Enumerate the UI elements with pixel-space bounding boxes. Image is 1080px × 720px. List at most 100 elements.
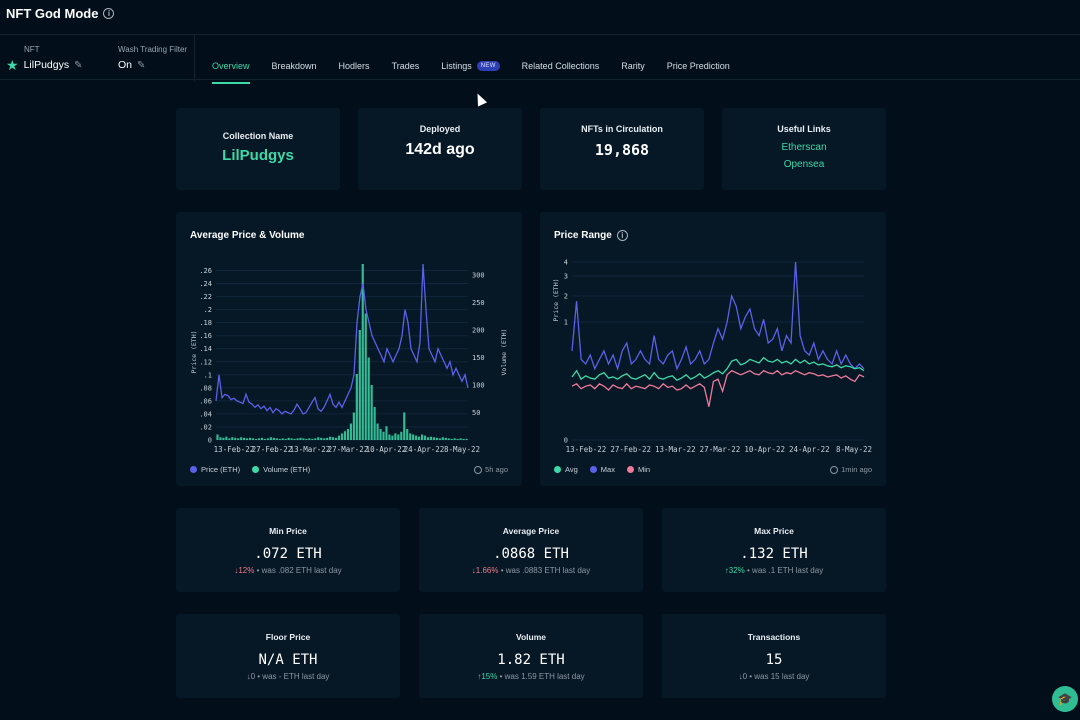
volume-bar: [343, 431, 347, 440]
y-tick-label: 0: [208, 437, 212, 445]
y2-tick-label: 150: [472, 354, 485, 362]
wash-filter-selector[interactable]: Wash Trading Filter On ✎: [118, 45, 187, 71]
volume-bar: [251, 438, 255, 440]
metric-value: 15: [765, 652, 783, 668]
volume-bar: [352, 412, 355, 440]
updated-text: 5h ago: [485, 465, 508, 474]
change-was: • was .1 ETH last day: [747, 566, 824, 575]
legend-min[interactable]: Min: [626, 465, 650, 474]
pencil-icon[interactable]: ✎: [137, 59, 146, 71]
change-percent: ↓12%: [234, 566, 255, 575]
volume-bar: [420, 434, 424, 440]
legend-volume[interactable]: Volume (ETH): [252, 465, 310, 474]
legend-label: Avg: [565, 465, 578, 474]
top-bar: NFT God Mode i: [0, 0, 1080, 30]
volume-bar: [376, 423, 379, 440]
legend-avg[interactable]: Avg: [554, 465, 578, 474]
price-range-chart: 0 1 2 3 4 Price (ETH) 13-Feb-22 27-Feb-22 13-Mar…: [552, 259, 872, 455]
price-line: [215, 263, 469, 415]
x-tick-label: 27-Feb-22: [610, 445, 651, 454]
volume-bar: [358, 330, 361, 440]
metric-card-max-price: Max Price .132 ETH ↑32% • was .1 ETH las…: [662, 508, 886, 592]
price-range-card: Price Range i 0 1 2 3 4 Price (ETH) 13-Feb-22 27…: [540, 212, 886, 486]
metric-value: .132 ETH: [740, 546, 808, 562]
volume-bar: [412, 434, 415, 440]
y2-tick-label: 50: [472, 409, 480, 417]
volume-bar: [429, 436, 433, 440]
volume-bar: [465, 438, 468, 440]
volume-bar: [290, 438, 293, 440]
legend-max[interactable]: Max: [589, 465, 615, 474]
y-tick-label: .22: [199, 293, 212, 301]
legend-dot: [589, 466, 597, 473]
volume-bar: [441, 437, 444, 440]
volume-bar: [263, 438, 266, 440]
info-icon[interactable]: i: [103, 8, 115, 19]
circulation-label: NFTs in Circulation: [581, 124, 663, 134]
updated-text: 1min ago: [841, 465, 872, 474]
wash-filter-value-row[interactable]: On ✎: [118, 59, 187, 71]
tab-related-collections[interactable]: Related Collections: [522, 61, 600, 77]
x-tick-label: 8-May-22: [836, 445, 872, 454]
metric-card-volume: Volume 1.82 ETH ↑15% • was 1.59 ETH last…: [419, 614, 643, 698]
nft-selector[interactable]: NFT ★ LilPudgys ✎: [6, 45, 83, 73]
star-icon: ★: [6, 57, 19, 73]
volume-bar: [373, 407, 376, 440]
tab-label: Listings: [441, 61, 472, 71]
graduation-cap-icon[interactable]: 🎓: [1052, 686, 1078, 712]
useful-links-label: Useful Links: [777, 124, 831, 134]
volume-bar: [397, 434, 400, 440]
volume-bar: [444, 437, 447, 440]
metric-card-floor-price: Floor Price N/A ETH ↓0 • was - ETH last …: [176, 614, 400, 698]
metric-card-transactions: Transactions 15 ↓0 • was 15 last day: [662, 614, 886, 698]
tab-hodlers[interactable]: Hodlers: [339, 61, 370, 77]
etherscan-link[interactable]: Etherscan: [781, 142, 827, 153]
info-icon[interactable]: i: [616, 230, 628, 241]
metric-card-average-price: Average Price .0868 ETH ↓1.66% • was .08…: [419, 508, 643, 592]
x-tick-label: 10-Apr-22: [366, 445, 407, 454]
pencil-icon[interactable]: ✎: [74, 59, 83, 71]
volume-bar: [459, 438, 462, 440]
tab-breakdown[interactable]: Breakdown: [272, 61, 317, 77]
avg-chart-legend: Price (ETH) Volume (ETH): [190, 465, 310, 474]
volume-bar: [367, 357, 370, 440]
avg-chart-updated: 5h ago: [474, 465, 508, 474]
change-percent: ↓0: [738, 672, 748, 681]
volume-bar: [237, 438, 240, 440]
nft-value-row[interactable]: ★ LilPudgys ✎: [6, 57, 83, 73]
legend-price[interactable]: Price (ETH): [190, 465, 240, 474]
deployed-card: Deployed 142d ago: [358, 108, 522, 190]
tab-trades[interactable]: Trades: [392, 61, 420, 77]
y2-tick-label: 300: [472, 272, 485, 280]
change-was: • was 1.59 ETH last day: [499, 672, 585, 681]
volume-bar: [450, 438, 453, 440]
volume-bar: [391, 435, 394, 440]
metric-title: Max Price: [754, 526, 794, 536]
tab-label: Rarity: [621, 61, 645, 71]
volume-bar: [219, 437, 222, 440]
tab-listings[interactable]: Listings NEW: [441, 61, 500, 77]
circulation-value: 19,868: [594, 141, 650, 159]
volume-bar: [426, 437, 430, 440]
opensea-link[interactable]: Opensea: [783, 159, 825, 170]
volume-bar: [287, 437, 290, 440]
tab-price-prediction[interactable]: Price Prediction: [667, 61, 730, 77]
volume-bar: [275, 438, 278, 440]
volume-bar: [234, 437, 237, 440]
volume-bar: [370, 385, 373, 440]
change-was: • was 15 last day: [749, 672, 810, 681]
tab-rarity[interactable]: Rarity: [621, 61, 645, 77]
tab-label: Trades: [391, 61, 420, 71]
y-axis-label: Price (ETH): [190, 330, 198, 373]
tab-overview[interactable]: Overview: [212, 61, 250, 84]
legend-dot: [190, 466, 197, 473]
y-tick-label: .2: [204, 306, 212, 314]
tab-label: Related Collections: [521, 61, 600, 71]
deployed-value: 142d ago: [405, 141, 475, 158]
x-tick-label: 27-Mar-22: [700, 445, 741, 454]
metric-change: ↓0 • was - ETH last day: [176, 672, 400, 681]
y2-tick-label: 200: [472, 327, 485, 335]
y-tick-label: 1: [564, 319, 568, 327]
avg-line: [571, 356, 865, 382]
avg-chart-title: Average Price & Volume: [190, 230, 305, 241]
